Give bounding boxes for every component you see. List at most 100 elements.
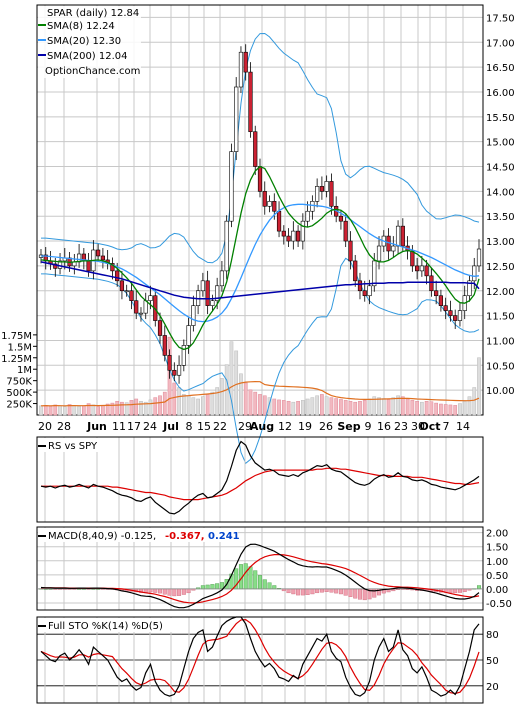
candle-body <box>424 265 429 277</box>
volume-bar <box>253 391 258 416</box>
volume-bar <box>234 350 239 416</box>
volume-bar <box>339 399 343 416</box>
volume-bar <box>448 404 453 416</box>
x-tick-label: 7 <box>443 420 450 433</box>
volume-bar <box>320 394 324 416</box>
volume-bar <box>391 397 396 416</box>
candle-body <box>200 280 205 292</box>
candle-body <box>119 280 125 292</box>
macd-histogram-bar <box>329 588 334 593</box>
volume-bar <box>296 401 300 416</box>
price-tick-label: 10.00 <box>486 386 515 397</box>
candle-body <box>291 230 296 242</box>
volume-bar <box>210 391 215 416</box>
candle-body <box>400 225 405 247</box>
volume-bar <box>381 398 386 416</box>
volume-bar <box>120 401 124 416</box>
volume-bar <box>372 396 377 416</box>
x-tick-label: 17 <box>127 420 141 433</box>
macd-histogram-bar <box>177 588 182 596</box>
candle-body <box>395 225 401 247</box>
volume-bar <box>162 391 167 416</box>
macd-histogram-bar <box>334 588 339 594</box>
volume-bar <box>458 403 462 416</box>
volume-bar <box>43 405 48 416</box>
candle-body <box>86 260 91 272</box>
volume-bar <box>81 405 86 416</box>
candle-body <box>476 248 482 267</box>
volume-bar <box>77 406 81 416</box>
macd-histogram-bar <box>305 588 310 596</box>
candle-body <box>276 210 282 232</box>
price-tick-label: 16.00 <box>486 88 515 99</box>
macd-histogram-bar <box>315 588 320 594</box>
candle-body <box>453 315 458 321</box>
macd-frame <box>36 526 484 611</box>
macd-histogram-bar <box>362 588 367 601</box>
macd-histogram-bar <box>291 588 296 595</box>
candle-body <box>57 260 63 269</box>
macd-histogram-bar <box>215 583 220 590</box>
x-tick-label: Oct <box>419 420 440 433</box>
macd-histogram-bar <box>162 588 167 595</box>
macd-histogram-bar <box>457 588 462 593</box>
macd-histogram-bar <box>167 588 172 596</box>
macd-histogram-value: 0.241 <box>208 531 240 542</box>
macd-histogram-bar <box>186 588 191 594</box>
volume-bar <box>96 406 100 416</box>
volume-bar <box>277 399 281 416</box>
macd-legend-bg <box>38 528 238 542</box>
macd-histogram-bar <box>243 563 248 590</box>
volume-bar <box>139 401 143 416</box>
candle-body <box>324 181 329 192</box>
rs-line <box>40 440 480 515</box>
x-tick-label: Aug <box>250 420 274 433</box>
volume-bar <box>415 401 419 416</box>
x-tick-label: 16 <box>377 420 391 433</box>
volume-bar <box>248 389 253 416</box>
candle-body <box>367 285 372 297</box>
candle-body <box>348 240 353 262</box>
volume-bar <box>396 395 400 416</box>
volume-bar <box>353 401 358 416</box>
sto-tick-label: 80 <box>486 630 499 641</box>
macd-histogram-bar <box>448 588 453 594</box>
x-tick-label: 9 <box>365 420 372 433</box>
candle-body <box>443 305 448 311</box>
candle-body <box>210 300 215 306</box>
volume-bar <box>110 402 115 416</box>
volume-bar <box>143 401 148 416</box>
candle-body <box>134 300 139 314</box>
volume-bar <box>153 397 158 416</box>
volume-tick-label: 250K <box>6 400 32 411</box>
volume-bar <box>39 405 43 416</box>
candle-body <box>448 310 453 316</box>
rs-frame <box>36 436 484 523</box>
candle-body <box>467 280 472 297</box>
volume-bar <box>281 400 286 416</box>
candle-body <box>372 260 377 287</box>
candle-body <box>219 270 225 287</box>
sto-tick-label: 50 <box>486 656 499 667</box>
sto-legend-bg <box>38 618 188 632</box>
rs-legend-bg <box>38 438 108 452</box>
price-tick-label: 11.50 <box>486 312 515 323</box>
volume-bar <box>105 403 110 416</box>
candle-body <box>243 51 248 73</box>
macd-histogram-bar <box>310 588 315 595</box>
macd-tick-label: 0.50 <box>486 571 508 582</box>
macd-histogram-bar <box>258 575 263 590</box>
price-tick-label: 15.50 <box>486 113 515 124</box>
x-tick-label: 8 <box>186 420 193 433</box>
volume-bar <box>62 406 67 416</box>
candle-body <box>191 305 196 326</box>
volume-bar <box>91 404 96 416</box>
macd-tick-label: 1.00 <box>486 557 508 568</box>
macd-histogram-bar <box>210 584 215 590</box>
rs-panel: RS vs SPY <box>36 436 484 523</box>
volume-bar <box>129 400 134 416</box>
volume-bar <box>272 398 277 416</box>
volume-bar <box>86 403 91 416</box>
legend-label: SMA(20) 12.30 <box>47 36 121 47</box>
sma200-line <box>40 261 480 300</box>
